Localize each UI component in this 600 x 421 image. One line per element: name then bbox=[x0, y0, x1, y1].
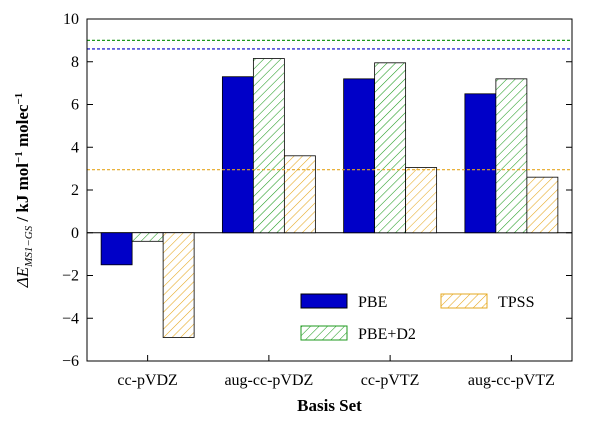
bar-pbe-cc-pvdz bbox=[100, 232, 133, 266]
y-tick-label: 0 bbox=[71, 225, 79, 242]
legend: PBE PBE+D2 TPSS bbox=[300, 293, 534, 343]
x-tick-label-aug-cc-pvtz: aug-cc-pVTZ bbox=[468, 372, 555, 389]
legend-label-pbe: PBE bbox=[358, 294, 387, 311]
x-tick-label-cc-pvtz: cc-pVTZ bbox=[361, 372, 420, 389]
bar-pbe-aug-cc-pvdz bbox=[221, 76, 254, 234]
legend-swatch-pbe-d2 bbox=[300, 325, 348, 341]
bar-tpss-cc-pvtz bbox=[405, 167, 438, 234]
bar-pbe-d2-cc-pvtz bbox=[374, 62, 407, 234]
bar-tpss-aug-cc-pvdz bbox=[283, 155, 316, 234]
y-tick-label: 4 bbox=[71, 139, 79, 156]
x-axis-title: Basis Set bbox=[297, 396, 362, 415]
bars-layer bbox=[100, 58, 559, 338]
y-tick-label: 6 bbox=[71, 97, 79, 114]
y-tick-label: −6 bbox=[62, 353, 79, 370]
bar-pbe-aug-cc-pvtz bbox=[464, 93, 497, 234]
x-tick-label-cc-pvdz: cc-pVDZ bbox=[117, 372, 177, 389]
bar-pbe-d2-aug-cc-pvtz bbox=[495, 78, 528, 234]
y-tick-label: 8 bbox=[71, 54, 79, 71]
bar-pbe-d2-aug-cc-pvdz bbox=[252, 58, 285, 234]
y-tick-label: −4 bbox=[62, 310, 79, 327]
bar-tpss-cc-pvdz bbox=[162, 232, 195, 338]
bar-pbe-cc-pvtz bbox=[343, 78, 376, 234]
bar-tpss-aug-cc-pvtz bbox=[526, 176, 559, 234]
y-tick-label: 2 bbox=[71, 182, 79, 199]
y-axis-title: ΔEMS1−GS / kJ mol−1 molec−1 bbox=[13, 93, 35, 289]
bar-pbe-d2-cc-pvdz bbox=[131, 232, 164, 242]
legend-label-pbe-d2: PBE+D2 bbox=[358, 326, 416, 343]
reference-lines-layer bbox=[87, 39, 572, 171]
x-tick-label-aug-cc-pvdz: aug-cc-pVDZ bbox=[224, 372, 313, 389]
y-tick-label: 10 bbox=[63, 11, 79, 28]
y-tick-label: −2 bbox=[62, 268, 79, 285]
legend-swatch-tpss bbox=[440, 293, 488, 309]
x-axis: cc-pVDZ aug-cc-pVDZ cc-pVTZ aug-cc-pVTZ bbox=[117, 355, 555, 389]
legend-swatch-pbe bbox=[300, 293, 348, 309]
legend-label-tpss: TPSS bbox=[498, 294, 534, 311]
y-axis: −6 −4 −2 0 2 4 6 8 10 bbox=[62, 11, 572, 370]
